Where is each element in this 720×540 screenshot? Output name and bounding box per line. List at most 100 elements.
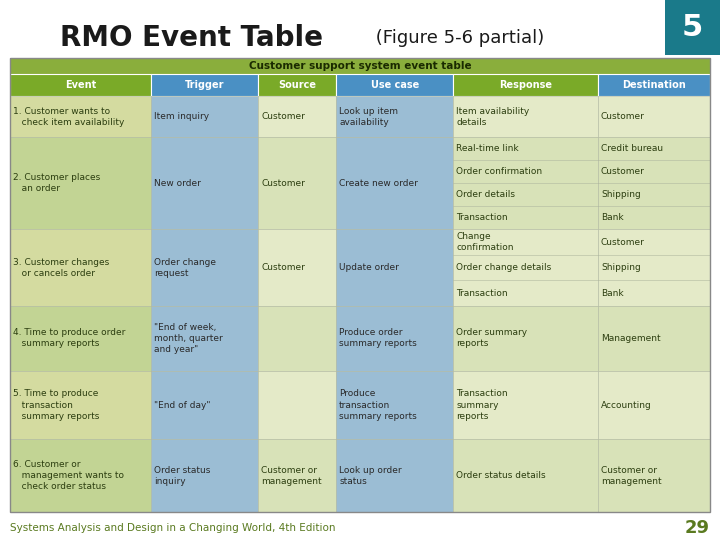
Text: Create new order: Create new order [339, 179, 418, 188]
Bar [151, 74, 258, 96]
Text: Shipping: Shipping [601, 190, 641, 199]
Text: Destination: Destination [622, 80, 686, 90]
Bar [454, 74, 598, 96]
Text: Management: Management [601, 334, 660, 343]
Bar [336, 440, 454, 512]
Bar [665, 0, 720, 55]
Bar [10, 58, 710, 74]
Bar [151, 440, 258, 512]
Bar [454, 440, 598, 512]
Bar [598, 440, 710, 512]
Text: Shipping: Shipping [601, 263, 641, 272]
Text: Update order: Update order [339, 263, 399, 272]
Bar [336, 96, 454, 137]
Text: Bank: Bank [601, 289, 624, 298]
Bar [454, 230, 598, 306]
Text: RMO Event Table: RMO Event Table [60, 24, 323, 52]
Text: Customer or
management: Customer or management [601, 465, 662, 486]
Text: Customer: Customer [261, 263, 305, 272]
Bar [10, 58, 710, 512]
Bar [336, 371, 454, 440]
Text: Order details: Order details [456, 190, 516, 199]
Text: 29: 29 [685, 519, 710, 537]
Bar [598, 137, 710, 230]
Text: Credit bureau: Credit bureau [601, 144, 663, 153]
Text: Real-time link: Real-time link [456, 144, 519, 153]
Bar [598, 74, 710, 96]
Bar [258, 230, 336, 306]
Bar [454, 306, 598, 371]
Text: Transaction
summary
reports: Transaction summary reports [456, 389, 508, 421]
Bar [454, 96, 598, 137]
Text: Produce order
summary reports: Produce order summary reports [339, 328, 417, 348]
Bar [151, 96, 258, 137]
Text: Source: Source [278, 80, 316, 90]
Text: Customer: Customer [261, 179, 305, 188]
Text: Customer or
management: Customer or management [261, 465, 322, 486]
Text: Transaction: Transaction [456, 213, 508, 222]
Bar [10, 230, 151, 306]
Bar [10, 440, 151, 512]
Bar [258, 74, 336, 96]
Text: Item availability
details: Item availability details [456, 106, 529, 127]
Text: 4. Time to produce order
   summary reports: 4. Time to produce order summary reports [13, 328, 125, 348]
Text: Order change
request: Order change request [154, 258, 216, 278]
Bar [454, 137, 598, 230]
Bar [10, 96, 151, 137]
Text: Customer: Customer [601, 167, 645, 176]
Text: 5: 5 [682, 13, 703, 42]
Bar [10, 371, 151, 440]
Text: Order status details: Order status details [456, 471, 546, 480]
Bar [336, 137, 454, 230]
Text: (Figure 5-6 partial): (Figure 5-6 partial) [370, 29, 544, 47]
Bar [454, 371, 598, 440]
Text: Response: Response [499, 80, 552, 90]
Text: Item inquiry: Item inquiry [154, 112, 209, 121]
Text: 3. Customer changes
   or cancels order: 3. Customer changes or cancels order [13, 258, 109, 278]
Bar [10, 137, 151, 230]
Bar [10, 74, 151, 96]
Bar [598, 230, 710, 306]
Text: 6. Customer or
   management wants to
   check order status: 6. Customer or management wants to check… [13, 460, 124, 491]
Text: Look up item
availability: Look up item availability [339, 106, 398, 127]
Bar [10, 306, 151, 371]
Text: Order confirmation: Order confirmation [456, 167, 542, 176]
Text: Order change details: Order change details [456, 263, 552, 272]
Bar [258, 96, 336, 137]
Bar [336, 74, 454, 96]
Bar [151, 306, 258, 371]
Bar [151, 230, 258, 306]
Bar [151, 137, 258, 230]
Text: 1. Customer wants to
   check item availability: 1. Customer wants to check item availabi… [13, 106, 125, 127]
Bar [598, 306, 710, 371]
Bar [258, 371, 336, 440]
Text: Customer: Customer [601, 112, 645, 121]
Bar [258, 137, 336, 230]
Text: Systems Analysis and Design in a Changing World, 4th Edition: Systems Analysis and Design in a Changin… [10, 523, 336, 533]
Bar [151, 371, 258, 440]
Text: 2. Customer places
   an order: 2. Customer places an order [13, 173, 100, 193]
Text: "End of day": "End of day" [154, 401, 210, 409]
Text: Trigger: Trigger [185, 80, 224, 90]
Bar [598, 371, 710, 440]
Text: Customer: Customer [601, 238, 645, 247]
Bar [258, 440, 336, 512]
Bar [336, 230, 454, 306]
Text: Accounting: Accounting [601, 401, 652, 409]
Text: "End of week,
month, quarter
and year": "End of week, month, quarter and year" [154, 323, 222, 354]
Bar [336, 306, 454, 371]
Text: Customer support system event table: Customer support system event table [248, 61, 472, 71]
Text: Use case: Use case [371, 80, 419, 90]
Text: Bank: Bank [601, 213, 624, 222]
Text: Event: Event [65, 80, 96, 90]
Text: Transaction: Transaction [456, 289, 508, 298]
Text: Order summary
reports: Order summary reports [456, 328, 528, 348]
Bar [258, 306, 336, 371]
Text: Look up order
status: Look up order status [339, 465, 402, 486]
Text: Customer: Customer [261, 112, 305, 121]
Text: Produce
transaction
summary reports: Produce transaction summary reports [339, 389, 417, 421]
Text: 5. Time to produce
   transaction
   summary reports: 5. Time to produce transaction summary r… [13, 389, 99, 421]
Text: New order: New order [154, 179, 201, 188]
Bar [598, 96, 710, 137]
Text: Order status
inquiry: Order status inquiry [154, 465, 210, 486]
